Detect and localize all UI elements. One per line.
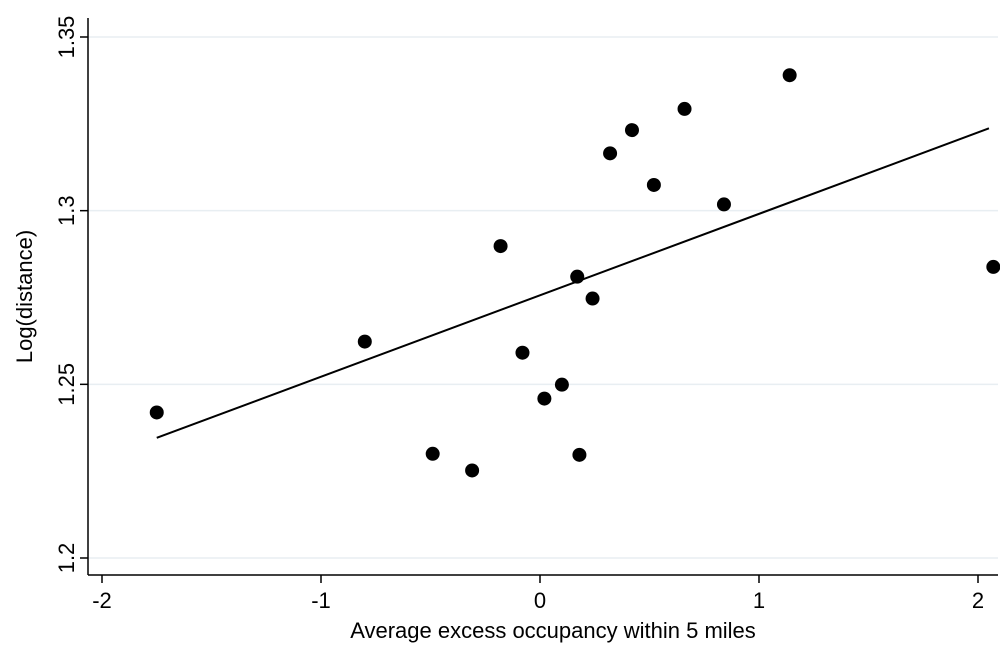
scatter-point (646, 177, 661, 192)
scatter-point (357, 334, 372, 349)
y-tick-label: 1.25 (54, 363, 79, 406)
y-axis-title: Log(distance) (12, 230, 37, 363)
scatter-point (425, 446, 440, 461)
scatter-point (677, 101, 692, 116)
scatter-point (149, 405, 164, 420)
y-tick-label: 1.35 (54, 16, 79, 59)
scatter-point (716, 197, 731, 212)
y-tick-label: 1.2 (54, 543, 79, 574)
scatter-point (572, 447, 587, 462)
y-tick-label: 1.3 (54, 195, 79, 226)
gridlines (88, 36, 998, 559)
scatter-point (986, 259, 1000, 274)
scatter-point (782, 68, 797, 83)
scatter-point (537, 391, 552, 406)
fit-line (156, 127, 990, 439)
axes: 1.2 1.25 1.3 1.35 -2 -1 0 1 2 (54, 16, 998, 613)
fit-line-layer (156, 127, 990, 439)
scatter-point (554, 377, 569, 392)
scatter-point (493, 239, 508, 254)
scatter-point (603, 146, 618, 161)
x-axis-title: Average excess occupancy within 5 miles (350, 618, 756, 643)
scatter-point (465, 463, 480, 478)
x-tick-label: 1 (753, 588, 765, 613)
x-tick-label: -2 (92, 588, 112, 613)
x-tick-label: 0 (534, 588, 546, 613)
x-tick-label: -1 (311, 588, 331, 613)
scatter-point (585, 291, 600, 306)
x-tick-label: 2 (972, 588, 984, 613)
scatter-point (515, 345, 530, 360)
scatter-point (570, 269, 585, 284)
scatter-point (624, 123, 639, 138)
data-points (149, 68, 1000, 478)
